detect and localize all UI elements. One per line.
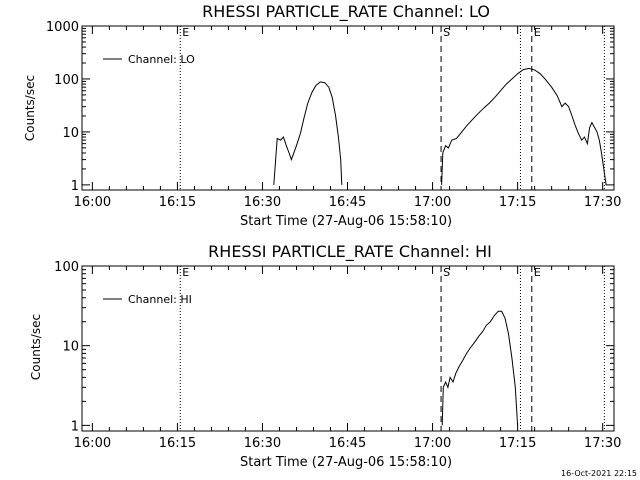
hi-marker-label: S [443, 266, 450, 279]
hi-x-tick-label: 17:15 [499, 436, 536, 451]
hi-legend-label: Channel: HI [128, 293, 192, 306]
hi-x-axis-label: Start Time (27-Aug-06 15:58:10) [240, 455, 452, 470]
lo-y-tick-label: 1 [71, 179, 79, 194]
hi-y-tick-label: 1 [71, 419, 79, 434]
lo-plot-frame: 16:00 16:15 16:30 16:45 17:00 17:15 17:30 1000 1… [46, 20, 621, 210]
lo-x-tick-label: 16:15 [159, 195, 196, 210]
hi-y-axis-label: Counts/sec [29, 314, 43, 380]
lo-y-axis-label: Counts/sec [23, 75, 37, 141]
lo-x-tick-label: 16:30 [244, 195, 281, 210]
hi-x-tick-label: 17:00 [414, 436, 451, 451]
lo-plot-border [81, 25, 615, 191]
lo-x-tick-label: 17:15 [499, 195, 536, 210]
lo-chart-title: RHESSI PARTICLE_RATE Channel: LO [202, 2, 490, 22]
lo-y-tick-label: 10 [62, 126, 79, 141]
lo-y-tick-label: 100 [54, 73, 79, 88]
lo-data-line [273, 81, 343, 185]
hi-data-line [441, 310, 519, 426]
footer-timestamp: 16-Oct-2021 22:15 [561, 469, 637, 478]
hi-chart-title: RHESSI PARTICLE_RATE Channel: HI [208, 242, 492, 262]
lo-y-tick-label: 1000 [46, 20, 79, 35]
hi-marker-label: E [182, 266, 189, 279]
hi-x-tick-label: 16:30 [244, 436, 281, 451]
lo-x-tick-label: 17:00 [414, 195, 451, 210]
lo-x-tick-label: 16:00 [74, 195, 111, 210]
lo-legend-label: Channel: LO [128, 53, 195, 66]
hi-channel-panel: RHESSI PARTICLE_RATE Channel: HI Counts/… [29, 242, 621, 470]
hi-x-tick-label: 16:15 [159, 436, 196, 451]
hi-y-tick-label: 10 [62, 340, 79, 355]
hi-plot-frame: 16:00 16:15 16:30 16:45 17:00 17:15 17:30 100 10… [54, 260, 621, 451]
hi-x-tick-label: 17:30 [584, 436, 621, 451]
lo-marker-label: E [182, 26, 189, 39]
lo-data-line [441, 67, 607, 185]
hi-x-tick-label: 16:00 [74, 436, 111, 451]
lo-marker-label: S [443, 26, 450, 39]
hi-x-tick-label: 16:45 [329, 436, 366, 451]
hi-plot-border [81, 265, 615, 432]
lo-channel-panel: RHESSI PARTICLE_RATE Channel: LO Counts/… [23, 2, 621, 229]
lo-x-tick-label: 17:30 [584, 195, 621, 210]
lo-x-tick-label: 16:45 [329, 195, 366, 210]
lo-marker-label: E [534, 26, 541, 39]
lo-x-axis-label: Start Time (27-Aug-06 15:58:10) [240, 214, 452, 229]
hi-marker-label: E [534, 266, 541, 279]
hi-y-tick-label: 100 [54, 260, 79, 275]
